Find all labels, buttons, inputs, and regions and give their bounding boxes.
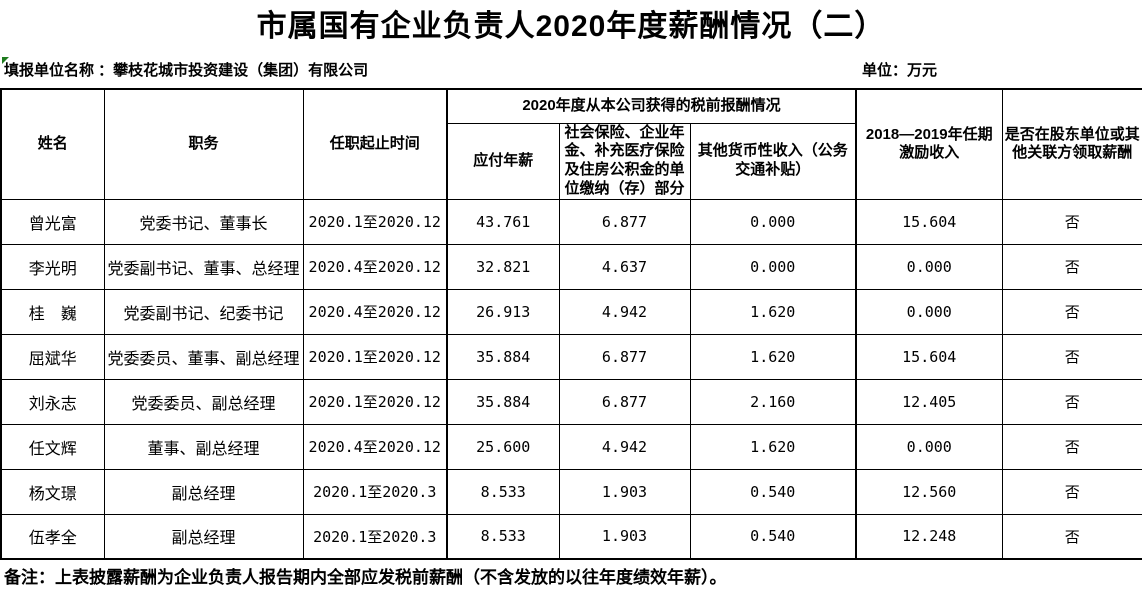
related-party-cell: 否: [1001, 468, 1142, 515]
term-cell: 2020.4至2020.12: [302, 288, 448, 335]
other-income-cell: 0.000: [689, 198, 857, 245]
name-cell: 刘永志: [0, 378, 105, 425]
insurance-cell: 4.942: [558, 423, 691, 470]
position-cell: 副总经理: [103, 513, 304, 560]
other-income-cell: 1.620: [689, 423, 857, 470]
position-cell: 党委副书记、董事、总经理: [103, 243, 304, 290]
related-party-cell: 否: [1001, 378, 1142, 425]
insurance-cell: 1.903: [558, 513, 691, 560]
name-cell: 李光明: [0, 243, 105, 290]
term-cell: 2020.1至2020.12: [302, 198, 448, 245]
salary-cell: 35.884: [446, 378, 560, 425]
col-header-incentive: 2018—2019年任期激励收入: [855, 88, 1003, 200]
term-cell: 2020.1至2020.12: [302, 333, 448, 380]
incentive-cell: 12.560: [855, 468, 1003, 515]
incentive-cell: 12.248: [855, 513, 1003, 560]
insurance-cell: 4.637: [558, 243, 691, 290]
incentive-cell: 15.604: [855, 333, 1003, 380]
incentive-cell: 12.405: [855, 378, 1003, 425]
col-header-other-income: 其他货币性收入（公务交通补贴）: [689, 122, 857, 200]
related-party-cell: 否: [1001, 513, 1142, 560]
salary-cell: 43.761: [446, 198, 560, 245]
table-row: 杨文璟 副总经理 2020.1至2020.3 8.533 1.903 0.540…: [0, 468, 1142, 515]
salary-cell: 8.533: [446, 468, 560, 515]
salary-cell: 25.600: [446, 423, 560, 470]
insurance-cell: 6.877: [558, 198, 691, 245]
salary-table: 姓名 职务 任职起止时间 2020年度从本公司获得的税前报酬情况 2018—20…: [0, 88, 1142, 560]
footnote: 备注：上表披露薪酬为企业负责人报告期内全部应发税前薪酬（不含发放的以往年度绩效年…: [4, 568, 727, 588]
related-party-cell: 否: [1001, 198, 1142, 245]
position-cell: 党委委员、副总经理: [103, 378, 304, 425]
other-income-cell: 0.000: [689, 243, 857, 290]
col-header-pretax-group: 2020年度从本公司获得的税前报酬情况: [446, 88, 857, 124]
insurance-cell: 4.942: [558, 288, 691, 335]
name-cell: 任文辉: [0, 423, 105, 470]
name-cell: 杨文璟: [0, 468, 105, 515]
insurance-cell: 1.903: [558, 468, 691, 515]
other-income-cell: 2.160: [689, 378, 857, 425]
other-income-cell: 1.620: [689, 333, 857, 380]
related-party-cell: 否: [1001, 423, 1142, 470]
table-row: 李光明 党委副书记、董事、总经理 2020.4至2020.12 32.821 4…: [0, 243, 1142, 290]
table-row: 任文辉 董事、副总经理 2020.4至2020.12 25.600 4.942 …: [0, 423, 1142, 470]
related-party-cell: 否: [1001, 243, 1142, 290]
incentive-cell: 15.604: [855, 198, 1003, 245]
term-cell: 2020.1至2020.3: [302, 513, 448, 560]
page-title: 市属国有企业负责人2020年度薪酬情况（二）: [256, 10, 886, 43]
position-cell: 党委副书记、纪委书记: [103, 288, 304, 335]
name-cell: 伍孝全: [0, 513, 105, 560]
incentive-cell: 0.000: [855, 243, 1003, 290]
report-unit-label: 填报单位名称 ：攀枝花城市投资建设（集团）有限公司: [4, 62, 369, 79]
col-header-annual-salary: 应付年薪: [446, 122, 560, 200]
cell-error-marker-icon: [2, 57, 9, 64]
related-party-cell: 否: [1001, 333, 1142, 380]
col-header-position: 职务: [103, 88, 304, 200]
term-cell: 2020.4至2020.12: [302, 423, 448, 470]
name-cell: 屈斌华: [0, 333, 105, 380]
position-cell: 董事、副总经理: [103, 423, 304, 470]
table-row: 伍孝全 副总经理 2020.1至2020.3 8.533 1.903 0.540…: [0, 513, 1142, 560]
term-cell: 2020.4至2020.12: [302, 243, 448, 290]
term-cell: 2020.1至2020.3: [302, 468, 448, 515]
salary-cell: 32.821: [446, 243, 560, 290]
table-row: 曾光富 党委书记、董事长 2020.1至2020.12 43.761 6.877…: [0, 198, 1142, 245]
insurance-cell: 6.877: [558, 333, 691, 380]
position-cell: 副总经理: [103, 468, 304, 515]
col-header-name: 姓名: [0, 88, 105, 200]
col-header-term: 任职起止时间: [302, 88, 448, 200]
incentive-cell: 0.000: [855, 288, 1003, 335]
salary-cell: 8.533: [446, 513, 560, 560]
position-cell: 党委委员、董事、副总经理: [103, 333, 304, 380]
other-income-cell: 0.540: [689, 513, 857, 560]
insurance-cell: 6.877: [558, 378, 691, 425]
salary-cell: 26.913: [446, 288, 560, 335]
other-income-cell: 1.620: [689, 288, 857, 335]
unit-label: 单位：万元: [861, 62, 937, 79]
table-row: 桂 巍 党委副书记、纪委书记 2020.4至2020.12 26.913 4.9…: [0, 288, 1142, 335]
other-income-cell: 0.540: [689, 468, 857, 515]
salary-cell: 35.884: [446, 333, 560, 380]
incentive-cell: 0.000: [855, 423, 1003, 470]
position-cell: 党委书记、董事长: [103, 198, 304, 245]
name-cell: 曾光富: [0, 198, 105, 245]
name-cell: 桂 巍: [0, 288, 105, 335]
info-row: 填报单位名称 ：攀枝花城市投资建设（集团）有限公司 单位：万元: [0, 60, 1142, 82]
col-header-social-insurance: 社会保险、企业年金、补充医疗保险及住房公积金的单位缴纳（存）部分: [558, 122, 691, 200]
term-cell: 2020.1至2020.12: [302, 378, 448, 425]
table-row: 屈斌华 党委委员、董事、副总经理 2020.1至2020.12 35.884 6…: [0, 333, 1142, 380]
col-header-related-party: 是否在股东单位或其他关联方领取薪酬: [1001, 88, 1142, 200]
related-party-cell: 否: [1001, 288, 1142, 335]
table-row: 刘永志 党委委员、副总经理 2020.1至2020.12 35.884 6.87…: [0, 378, 1142, 425]
